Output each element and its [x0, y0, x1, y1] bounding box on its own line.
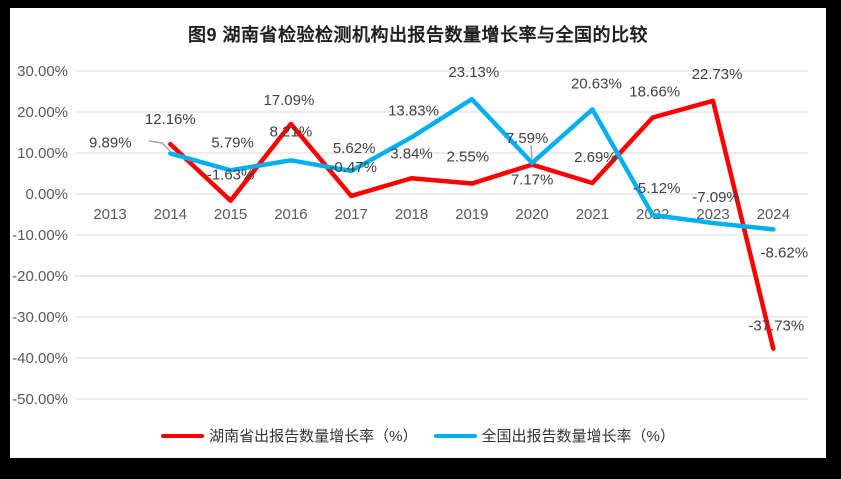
data-label: -0.47%: [329, 159, 377, 176]
data-label: 23.13%: [448, 64, 499, 81]
legend-item-hunan: 湖南省出报告数量增长率（%）: [161, 425, 418, 446]
y-axis-tick-label: -10.00%: [12, 227, 68, 244]
legend-label-national: 全国出报告数量增长率（%）: [481, 428, 675, 445]
chart-panel: 图9 湖南省检验检测机构出报告数量增长率与全国的比较 30.00% 20.00% 1…: [10, 8, 826, 458]
data-label: 9.89%: [89, 134, 132, 151]
x-axis-category-label: 2013: [93, 206, 126, 223]
data-label: 5.62%: [333, 140, 376, 157]
data-label-leader-line: [148, 140, 171, 152]
growth-rate-line-chart: 30.00% 20.00% 10.00% 0.00% -10.00% -20.00% -30…: [12, 63, 809, 408]
x-axis-category-label: 2020: [515, 206, 548, 223]
data-label: 3.84%: [390, 145, 433, 162]
data-label: 18.66%: [629, 83, 680, 100]
data-label-leader-line: [530, 144, 533, 160]
data-label: -1.63%: [207, 167, 255, 184]
data-label: 5.79%: [211, 134, 254, 151]
data-label: 22.73%: [692, 66, 743, 83]
x-axis-category-label: 2015: [214, 206, 247, 223]
legend-marker-hunan: [161, 433, 205, 438]
x-axis-category-label: 2016: [274, 206, 307, 223]
y-axis-tick-label: 10.00%: [17, 145, 68, 162]
data-label: 2.69%: [574, 149, 617, 166]
data-label: -8.62%: [761, 244, 809, 261]
legend-marker-national: [433, 433, 477, 438]
data-label: 12.16%: [145, 111, 196, 128]
data-label: -5.12%: [633, 180, 681, 197]
x-axis-category-label: 2023: [696, 206, 729, 223]
data-label: 13.83%: [388, 102, 439, 119]
x-axis-category-label: 2024: [757, 206, 790, 223]
y-axis-tick-label: 30.00%: [17, 63, 68, 80]
x-axis-category-label: 2018: [395, 206, 428, 223]
x-axis-category-label: 2014: [154, 206, 187, 223]
data-label: 7.17%: [511, 172, 554, 189]
data-label: 2.55%: [447, 149, 490, 166]
data-label: 17.09%: [263, 92, 314, 109]
chart-legend: 湖南省出报告数量增长率（%） 全国出报告数量增长率（%）: [10, 425, 826, 446]
hunan-series-line: [168, 98, 776, 351]
y-axis-tick-label: -50.00%: [12, 391, 68, 408]
y-axis-tick-label: 20.00%: [17, 104, 68, 121]
national-series-line: [168, 96, 776, 232]
x-axis-category-label: 2019: [455, 206, 488, 223]
data-label: 20.63%: [571, 75, 622, 92]
y-axis-tick-label: 0.00%: [25, 186, 68, 203]
data-label: -37.73%: [748, 318, 804, 335]
data-label: 8.21%: [270, 123, 313, 140]
y-axis-tick-label: -40.00%: [12, 350, 68, 367]
y-axis-tick-label: -30.00%: [12, 309, 68, 326]
y-axis-tick-label: -20.00%: [12, 268, 68, 285]
chart-title: 图9 湖南省检验检测机构出报告数量增长率与全国的比较: [187, 25, 648, 45]
legend-item-national: 全国出报告数量增长率（%）: [433, 425, 675, 446]
x-axis-category-label: 2017: [335, 206, 368, 223]
data-label: -7.09%: [692, 189, 740, 206]
x-axis-category-label: 2021: [576, 206, 609, 223]
legend-label-hunan: 湖南省出报告数量增长率（%）: [209, 428, 418, 445]
data-label: 7.59%: [506, 130, 549, 147]
